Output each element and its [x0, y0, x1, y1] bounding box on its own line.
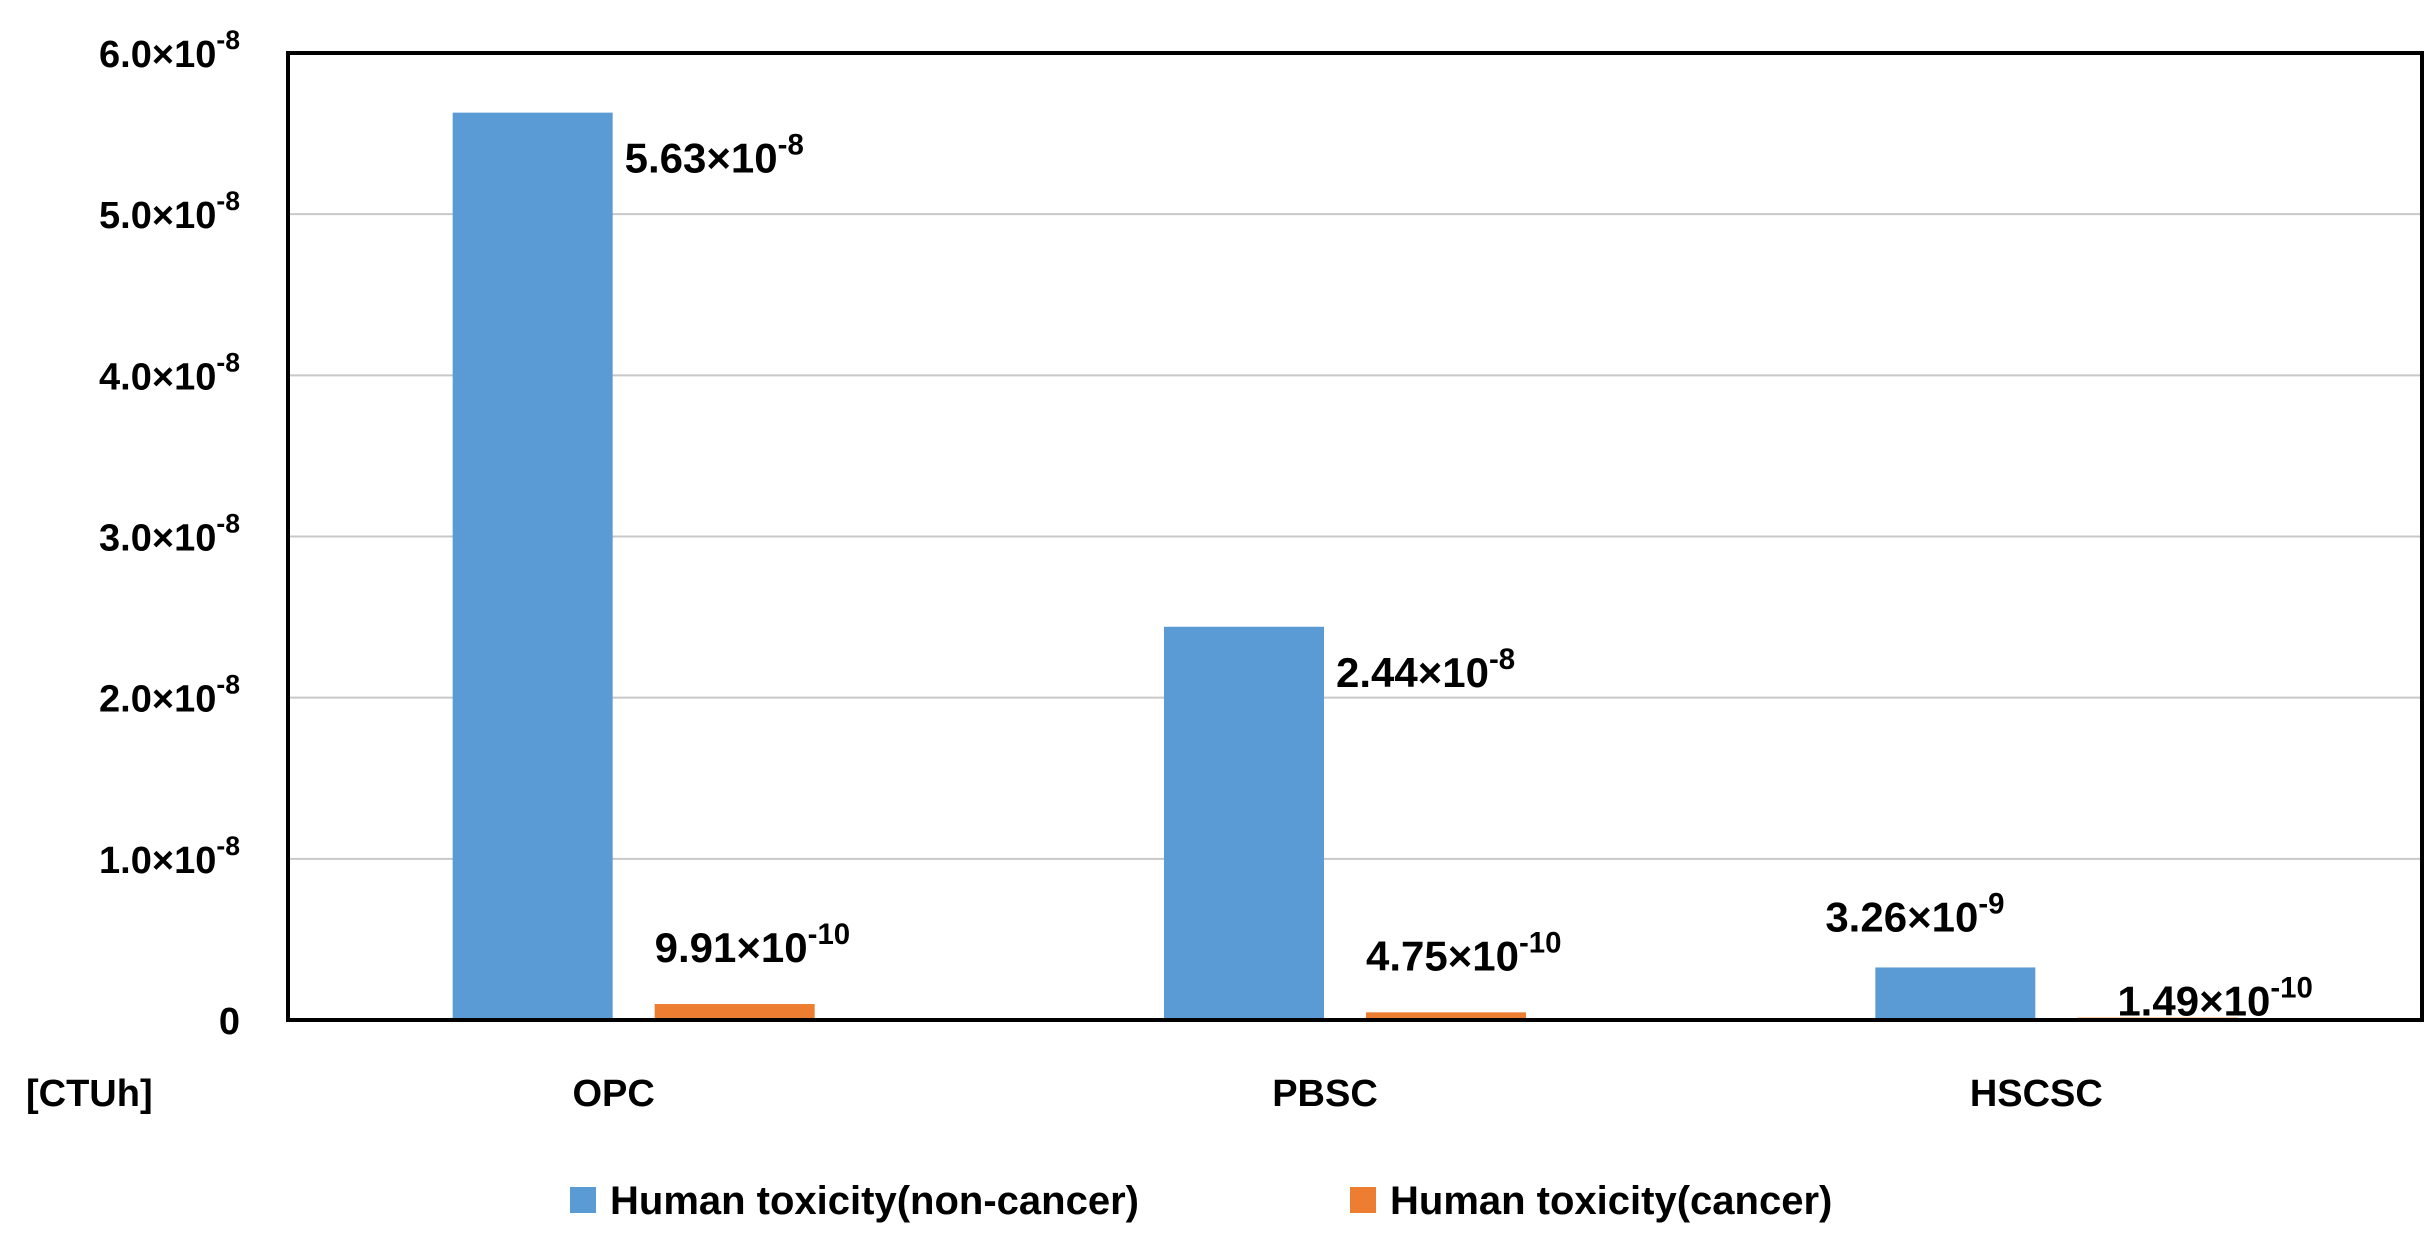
y-tick-label-exponent: -8 — [216, 347, 240, 377]
category-label: PBSC — [1272, 1073, 1378, 1115]
y-tick-label-base: 3.0×10 — [99, 518, 216, 560]
bars — [452, 112, 2238, 1021]
legend-label: Human toxicity(non-cancer) — [610, 1179, 1139, 1223]
data-label: 1.49×10-10 — [2117, 972, 2312, 1025]
y-tick-label-exponent: -8 — [216, 670, 240, 700]
bar-pbsc-series-2 — [1366, 1012, 1526, 1020]
data-label-exponent: -8 — [1489, 643, 1515, 676]
y-tick-label-exponent: -8 — [216, 509, 240, 539]
unit-label: [CTUh] — [26, 1073, 153, 1115]
legend-swatch — [570, 1187, 596, 1213]
data-label: 3.26×10-9 — [1825, 887, 2004, 940]
data-label-base: 1.49×10 — [2117, 978, 2270, 1025]
y-tick-label-base: 1.0×10 — [99, 840, 216, 882]
y-tick-label: 1.0×10-8 — [99, 831, 240, 882]
data-label: 4.75×10-10 — [1366, 926, 1561, 979]
data-label: 5.63×10-8 — [625, 129, 804, 182]
legend-swatch — [1350, 1187, 1376, 1213]
y-tick-label-base: 2.0×10 — [99, 679, 216, 721]
category-label: OPC — [572, 1073, 654, 1115]
y-tick-label-base: 6.0×10 — [99, 34, 216, 76]
y-tick-label-exponent: -8 — [216, 25, 240, 55]
data-label-exponent: -10 — [1519, 926, 1561, 959]
y-tick-label-exponent: -8 — [216, 186, 240, 216]
y-tick-label: 5.0×10-8 — [99, 186, 240, 237]
y-tick-labels: 01.0×10-82.0×10-83.0×10-84.0×10-85.0×10-… — [99, 25, 240, 1043]
legend: Human toxicity(non-cancer) Human toxicity… — [570, 1179, 1832, 1223]
data-label-base: 3.26×10 — [1825, 893, 1978, 940]
y-tick-label-base: 0 — [219, 1001, 240, 1043]
data-label: 9.91×10-10 — [655, 918, 850, 971]
category-label: HSCSC — [1970, 1073, 2103, 1115]
bar-hscsc-series-1 — [1875, 967, 2036, 1020]
data-labels: 5.63×10-89.91×10-102.44×10-84.75×10-103.… — [625, 129, 2313, 1025]
y-tick-label-base: 5.0×10 — [99, 195, 216, 237]
data-label-exponent: -9 — [1978, 887, 2004, 920]
y-tick-label: 3.0×10-8 — [99, 509, 240, 560]
y-tick-label: 6.0×10-8 — [99, 25, 240, 76]
category-labels: OPC PBSC HSCSC — [572, 1073, 2102, 1115]
data-label-exponent: -10 — [2270, 972, 2312, 1005]
y-tick-label: 0 — [219, 1001, 240, 1043]
bar-opc-series-1 — [452, 112, 613, 1021]
y-tick-label-exponent: -8 — [216, 831, 240, 861]
legend-label: Human toxicity(cancer) — [1390, 1179, 1832, 1223]
data-label-base: 2.44×10 — [1336, 649, 1489, 696]
bar-opc-series-2 — [654, 1004, 815, 1020]
data-label-base: 9.91×10 — [655, 924, 808, 971]
data-label-exponent: -10 — [808, 918, 850, 951]
y-tick-label-base: 4.0×10 — [99, 356, 216, 398]
y-tick-label: 2.0×10-8 — [99, 670, 240, 721]
y-tick-label: 4.0×10-8 — [99, 347, 240, 398]
data-label: 2.44×10-8 — [1336, 643, 1515, 696]
data-label-exponent: -8 — [778, 129, 804, 162]
data-label-base: 4.75×10 — [1366, 932, 1519, 979]
bar-pbsc-series-1 — [1164, 626, 1324, 1020]
plot-frame — [286, 51, 2424, 1022]
data-label-base: 5.63×10 — [625, 135, 778, 182]
